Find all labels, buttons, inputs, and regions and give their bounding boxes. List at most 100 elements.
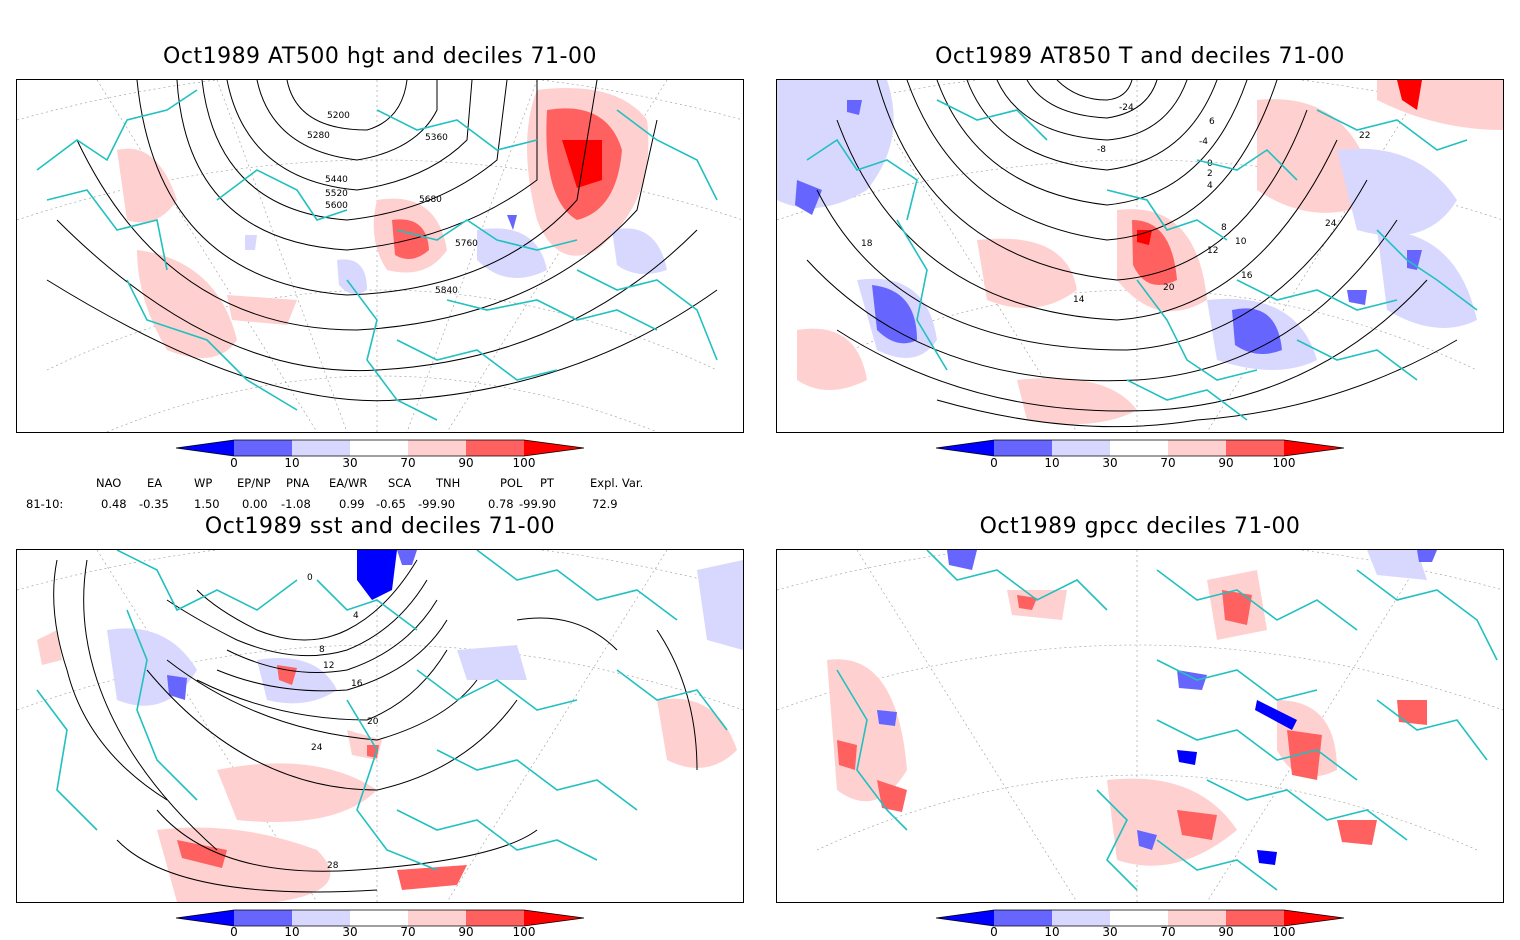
contour-label: 5680 [419,195,442,205]
tele-header: NAO [96,476,122,490]
contour-label: 24 [1325,219,1337,229]
contour-label: 20 [1163,283,1175,293]
tele-value: 0.00 [242,497,268,511]
tele-value: -0.65 [376,497,406,511]
cbar-seg [408,440,466,456]
panel-title: Oct1989 sst and deciles 71-00 [204,514,556,539]
tele-value: -0.35 [139,497,169,511]
panel-title: Oct1989 AT850 T and deciles 71-00 [935,44,1345,69]
tele-header: EA [147,476,163,490]
tele-header: PNA [286,476,310,490]
cbar-seg [234,440,292,456]
contour-label: 8 [319,645,325,655]
cbar-tick: 70 [400,456,416,470]
cbar-tick: 30 [1102,456,1118,470]
tele-value: -99.90 [418,497,456,511]
contour-label: 18 [861,239,873,249]
contour-label: 5440 [325,175,348,185]
colorbar: 0 10 30 70 90 100 [175,908,586,940]
cbar-tick: 10 [1044,925,1060,939]
contour-label: 0 [307,573,313,583]
tele-header: SCA [388,476,412,490]
map-t850-svg: -24 -8 -4 0 2 4 6 8 10 12 14 16 18 20 22… [777,80,1503,432]
tele-header: EP/NP [237,476,271,490]
tele-value: 1.50 [194,497,220,511]
colorbar: 0 10 30 70 90 100 [935,908,1346,940]
cbar-tick: 10 [284,925,300,939]
tele-header: PT [540,476,554,490]
colorbar: 0 10 30 70 90 100 [175,438,586,480]
contour-label: 12 [323,661,334,671]
contour-label: 28 [327,861,339,871]
tele-value: -99.90 [519,497,557,511]
panel-title: Oct1989 AT500 hgt and deciles 71-00 [163,44,597,69]
cbar-tick: 70 [400,925,416,939]
map-sst: 0 4 8 12 16 20 24 28 [16,549,744,903]
cbar-tick: 70 [1160,456,1176,470]
cbar-tick: 0 [990,925,998,939]
contour-label: 8 [1221,223,1227,233]
map-sst-svg: 0 4 8 12 16 20 24 28 [17,550,743,902]
tele-value: 72.9 [592,497,618,511]
cbar-seg [292,440,350,456]
contour-label: 6 [1209,117,1215,127]
contour-label: 5280 [307,131,330,141]
colorbar-svg [935,439,1345,457]
cbar-seg [524,440,584,456]
colorbar-svg [175,909,585,927]
cbar-tick: 10 [1044,456,1060,470]
contour-label: 5360 [425,133,448,143]
colorbar-svg [175,439,585,457]
contour-label: 5200 [327,111,350,121]
cbar-tick: 30 [342,456,358,470]
cbar-seg [466,440,524,456]
map-z500: 5200 5280 5360 5440 5520 5600 5680 5760 … [16,79,744,433]
contour-label: 10 [1235,237,1247,247]
cbar-tick: 30 [342,925,358,939]
contour-label: 16 [351,679,363,689]
contour-label: 16 [1241,271,1253,281]
contour-label: 24 [311,743,323,753]
tele-header: Expl. Var. [590,476,644,490]
contour-label: 4 [353,611,359,621]
tele-value: 0.78 [488,497,514,511]
contour-label: 12 [1207,246,1218,256]
colorbar-svg [935,909,1345,927]
cbar-tick: 0 [230,456,238,470]
cbar-tick: 30 [1102,925,1118,939]
contour-label: 5840 [435,286,458,296]
cbar-seg [176,440,234,456]
map-z500-svg: 5200 5280 5360 5440 5520 5600 5680 5760 … [17,80,743,432]
cbar-tick: 100 [1272,456,1296,470]
contour-label: 2 [1207,169,1213,179]
cbar-tick: 0 [230,925,238,939]
tele-value: 0.99 [339,497,365,511]
panel-title: Oct1989 gpcc deciles 71-00 [979,514,1301,539]
contour-label: 14 [1073,295,1085,305]
cbar-tick: 70 [1160,925,1176,939]
contour-label: 4 [1207,181,1213,191]
cbar-seg [350,440,408,456]
contour-label: 20 [367,717,379,727]
cbar-tick: 10 [284,456,300,470]
contour-label: 5760 [455,239,478,249]
cbar-tick: 90 [1218,925,1234,939]
tele-header: WP [194,476,213,490]
cbar-tick: 90 [458,925,474,939]
map-t850: -24 -8 -4 0 2 4 6 8 10 12 14 16 18 20 22… [776,79,1504,433]
teleconnection-table: NAO EA WP EP/NP PNA EA/WR SCA TNH POL PT… [0,474,760,514]
cbar-tick: 90 [458,456,474,470]
contour-label: -8 [1097,145,1106,155]
tele-header: TNH [436,476,461,490]
contour-label: 5520 [325,189,348,199]
tele-value: 0.48 [101,497,127,511]
map-gpcc-svg [777,550,1503,902]
tele-value: -1.08 [281,497,311,511]
colorbar: 0 10 30 70 90 100 [935,438,1346,480]
tele-header: POL [500,476,523,490]
map-gpcc [776,549,1504,903]
cbar-tick: 90 [1218,456,1234,470]
cbar-tick: 100 [512,456,536,470]
tele-row-label: 81-10: [26,497,64,511]
tele-header: EA/WR [329,476,368,490]
